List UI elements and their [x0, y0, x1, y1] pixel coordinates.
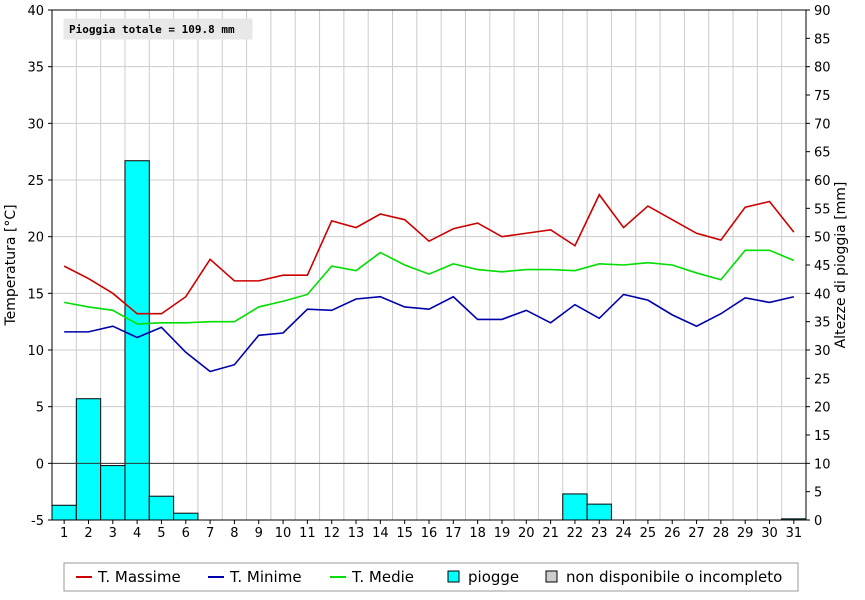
x-tick-label: 7 — [206, 526, 214, 541]
left-tick-label: 15 — [27, 287, 44, 302]
left-tick-label: 20 — [27, 231, 44, 246]
x-tick-label: 23 — [591, 526, 608, 541]
right-tick-label: 50 — [814, 231, 831, 246]
right-tick-label: 45 — [814, 259, 831, 274]
left-tick-label: 35 — [27, 61, 44, 76]
legend-frame — [63, 562, 799, 592]
left-tick-label: -5 — [31, 514, 44, 529]
x-tick-label: 27 — [688, 526, 705, 541]
rain-bar — [586, 503, 612, 521]
left-tick-label: 5 — [36, 401, 44, 416]
total-rain-label: Pioggia totale = 109.8 mm — [69, 23, 235, 36]
x-tick-label: 3 — [109, 526, 117, 541]
left-axis-title: Temperatura [°C] — [3, 204, 19, 326]
x-tick-label: 24 — [615, 526, 632, 541]
rain-bar — [148, 495, 175, 521]
x-tick-label: 22 — [567, 526, 584, 541]
series-line — [64, 293, 795, 373]
right-tick-label: 0 — [814, 514, 822, 529]
x-tick-label: 28 — [713, 526, 730, 541]
left-tick-label: 30 — [27, 117, 44, 132]
right-tick-label: 40 — [814, 287, 831, 302]
axes: -505101520253035400510152025303540455055… — [27, 4, 830, 541]
x-tick-label: 5 — [157, 526, 165, 541]
right-tick-label: 75 — [814, 89, 831, 104]
rain-bar — [100, 465, 126, 521]
left-tick-label: 10 — [27, 344, 44, 359]
legend-box-swatch — [447, 570, 460, 583]
right-tick-label: 70 — [814, 117, 831, 132]
right-tick-label: 80 — [814, 61, 831, 76]
x-tick-label: 20 — [518, 526, 535, 541]
x-tick-label: 13 — [348, 526, 365, 541]
x-tick-label: 29 — [737, 526, 754, 541]
legend-label: T. Minime — [229, 568, 302, 586]
left-tick-label: 0 — [36, 457, 44, 472]
legend-label: T. Massime — [97, 568, 181, 586]
left-tick-label: 40 — [27, 4, 44, 19]
right-axis-title: Altezze di pioggia [mm] — [833, 182, 849, 349]
x-tick-label: 1 — [60, 526, 68, 541]
left-tick-label: 25 — [27, 174, 44, 189]
right-tick-label: 10 — [814, 457, 831, 472]
x-tick-label: 12 — [323, 526, 340, 541]
x-tick-label: 4 — [133, 526, 141, 541]
right-tick-label: 60 — [814, 174, 831, 189]
temperature-lines — [63, 193, 795, 373]
right-tick-label: 35 — [814, 316, 831, 331]
x-tick-label: 16 — [421, 526, 438, 541]
x-tick-label: 18 — [469, 526, 486, 541]
right-tick-label: 25 — [814, 372, 831, 387]
x-tick-label: 21 — [542, 526, 559, 541]
series-line — [64, 249, 795, 325]
right-tick-label: 65 — [814, 146, 831, 161]
rain-bar — [562, 493, 588, 521]
x-tick-label: 26 — [664, 526, 681, 541]
right-tick-label: 15 — [814, 429, 831, 444]
right-tick-label: 5 — [814, 486, 822, 501]
x-tick-label: 2 — [84, 526, 92, 541]
legend-label: T. Medie — [351, 568, 414, 586]
rain-bars — [51, 160, 807, 521]
total-rain-box: Pioggia totale = 109.8 mm — [63, 18, 253, 40]
rain-bar — [173, 512, 199, 521]
rain-bar — [51, 504, 77, 521]
legend-box-swatch — [545, 570, 558, 583]
x-tick-label: 6 — [182, 526, 190, 541]
right-tick-label: 20 — [814, 401, 831, 416]
x-tick-label: 14 — [372, 526, 389, 541]
x-tick-label: 19 — [494, 526, 511, 541]
x-tick-label: 8 — [230, 526, 238, 541]
right-tick-label: 55 — [814, 202, 831, 217]
x-tick-label: 25 — [640, 526, 657, 541]
x-tick-label: 30 — [761, 526, 778, 541]
x-tick-label: 10 — [275, 526, 292, 541]
x-tick-label: 11 — [299, 526, 316, 541]
series-line — [63, 193, 795, 315]
legend: T. Massime T. Minime T. Medie piogge non dis… — [63, 562, 799, 592]
legend-label: piogge — [468, 568, 519, 586]
x-tick-label: 15 — [396, 526, 413, 541]
rain-bar — [75, 398, 102, 521]
right-tick-label: 85 — [814, 32, 831, 47]
right-tick-label: 90 — [814, 4, 831, 19]
right-tick-label: 30 — [814, 344, 831, 359]
x-tick-label: 9 — [255, 526, 263, 541]
rain-bar — [124, 160, 150, 521]
grid — [51, 9, 807, 521]
plot-frame — [51, 9, 807, 521]
legend-label: non disponibile o incompleto — [566, 568, 782, 586]
x-tick-label: 31 — [786, 526, 803, 541]
total-rain-background — [63, 18, 253, 40]
x-tick-label: 17 — [445, 526, 462, 541]
